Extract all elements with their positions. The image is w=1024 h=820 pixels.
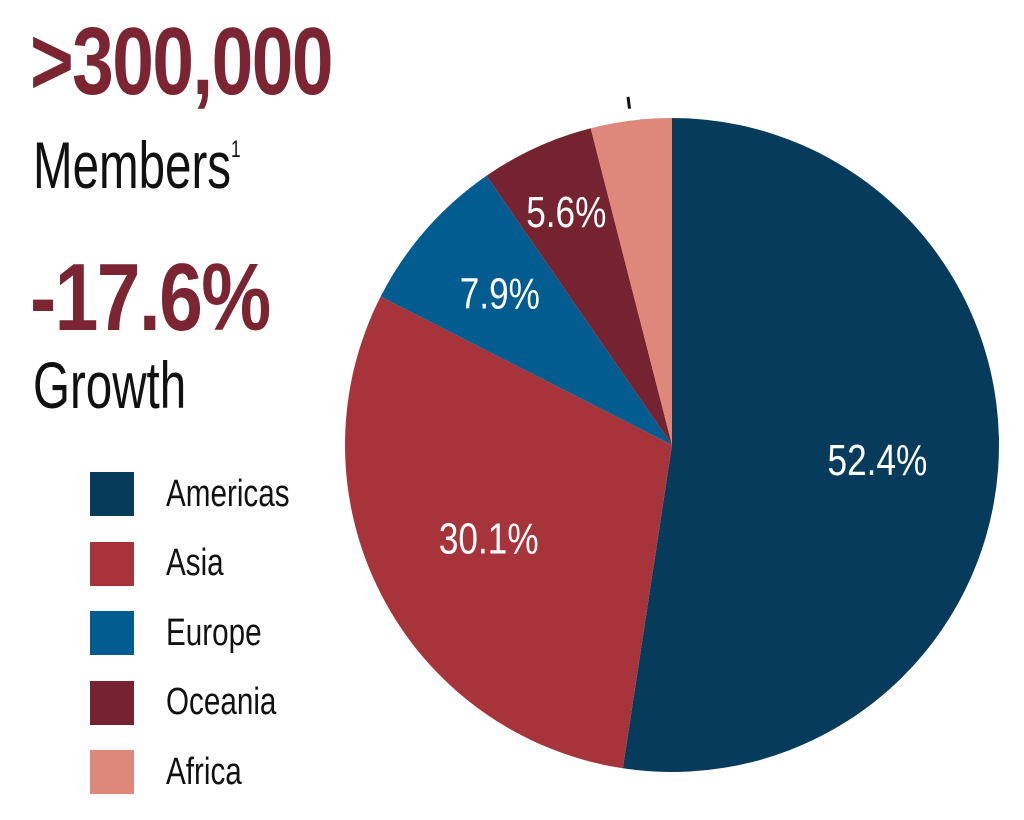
legend-item-africa: Africa bbox=[90, 750, 324, 794]
legend-swatch-europe bbox=[90, 611, 134, 655]
legend-item-asia: Asia bbox=[90, 541, 324, 586]
chart-legend: Americas Asia Europe Oceania Africa bbox=[90, 472, 324, 820]
members-label-text: Members bbox=[33, 128, 232, 202]
legend-item-oceania: Oceania bbox=[90, 680, 324, 725]
growth-label: Growth bbox=[33, 348, 187, 422]
members-label: Members1 bbox=[33, 132, 241, 198]
legend-item-americas: Americas bbox=[90, 472, 324, 516]
legend-label-americas: Americas bbox=[166, 472, 290, 515]
legend-swatch-asia bbox=[90, 541, 134, 586]
legend-swatch-americas bbox=[90, 472, 134, 516]
pie-slice-europe bbox=[380, 175, 672, 445]
legend-label-asia: Asia bbox=[166, 542, 224, 584]
legend-label-africa: Africa bbox=[166, 750, 242, 793]
legend-label-oceania: Oceania bbox=[166, 681, 277, 723]
pie-slice-americas bbox=[622, 118, 999, 772]
slice-label-asia: 30.1% bbox=[439, 515, 539, 564]
members-count: >300,000 bbox=[30, 8, 333, 115]
leader-line-africa bbox=[626, 96, 631, 109]
legend-item-europe: Europe bbox=[90, 611, 324, 655]
slice-label-americas: 52.4% bbox=[828, 436, 928, 485]
slice-label-oceania: 5.6% bbox=[526, 189, 606, 238]
pie-chart: 52.4% 30.1% 7.9% 5.6% 4.0% bbox=[345, 35, 999, 772]
slice-label-europe: 7.9% bbox=[460, 270, 540, 319]
pie-slice-oceania bbox=[486, 128, 672, 445]
slice-label-africa: 4.0% bbox=[583, 35, 663, 84]
legend-label-europe: Europe bbox=[166, 611, 262, 654]
members-footnote-marker: 1 bbox=[231, 136, 241, 163]
growth-rate: -17.6% bbox=[30, 244, 271, 351]
legend-swatch-oceania bbox=[90, 680, 134, 725]
legend-swatch-africa bbox=[90, 750, 134, 794]
pie-slice-africa bbox=[590, 118, 672, 445]
pie-slice-asia bbox=[345, 296, 672, 769]
